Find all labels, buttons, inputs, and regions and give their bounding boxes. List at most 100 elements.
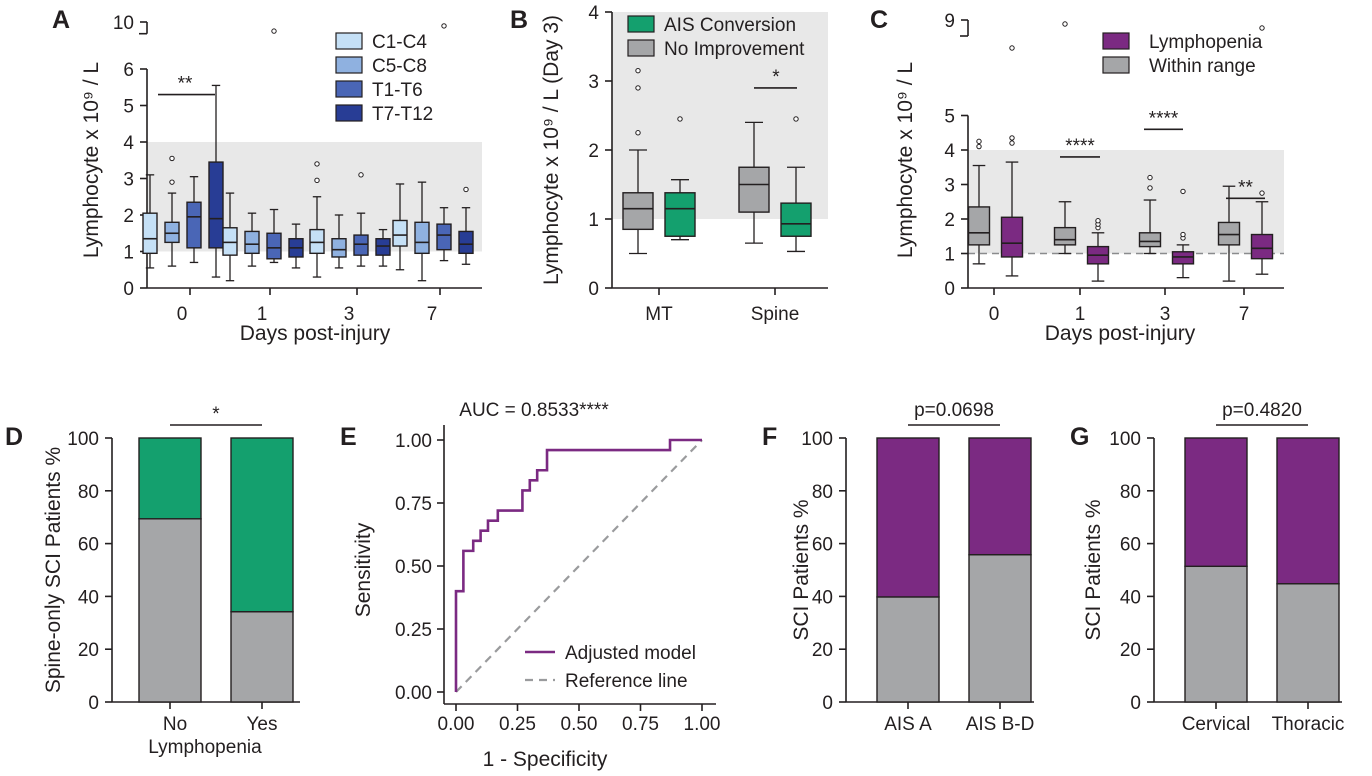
panel-a-significance-marker: ** <box>178 74 193 95</box>
panel-c-legend-label: Lymphopenia <box>1149 32 1263 53</box>
panel-c-box-Within range-day0-outlier-0 <box>976 143 982 150</box>
panel-c-x-tick-label: 7 <box>1239 304 1250 325</box>
panel-g-x-tick-label: Thoracic <box>1272 714 1345 735</box>
panel-a-box-C1-C4-day3-outlier-0 <box>314 177 320 184</box>
panel-a-box-T1-T6-day3-box <box>353 234 369 256</box>
panel-b-box-No Improvement-Spine-box <box>738 166 770 213</box>
panel-a-legend-swatch-T7-T12 <box>335 104 363 122</box>
panel-a-x-tick-label: 7 <box>427 304 438 325</box>
panel-d-bar-segment <box>230 611 294 703</box>
panel-f-x-tick-label: AIS B-D <box>966 714 1035 735</box>
panel-c-x-label: Days post-injury <box>1045 322 1196 345</box>
panel-a-box-C1-C4-day3-box <box>309 228 325 255</box>
panel-a-y-tick-label: 1 <box>123 243 134 264</box>
panel-a-legend-label: T7-T12 <box>372 104 433 125</box>
panel-c-x-tick-label: 3 <box>1160 304 1171 325</box>
panel-a-y-tick-label: 10 <box>113 13 134 34</box>
panel-e-x-tick-label: 0.50 <box>561 714 598 735</box>
panel-c-legend-swatch <box>1102 32 1130 50</box>
panel-c-significance-marker: **** <box>1065 136 1095 157</box>
panel-f-y-tick-label: 60 <box>812 535 833 556</box>
panel-f-bar-segment <box>968 437 1032 556</box>
panel-f-letter: F <box>762 423 777 451</box>
panel-f-y-tick-label: 100 <box>801 429 833 450</box>
panel-a-y-tick-label: 6 <box>123 60 134 81</box>
panel-c-x-tick-label: 0 <box>989 304 1000 325</box>
panel-a-box-C5-C8-day1-box <box>244 230 260 255</box>
panel-c-box-Within range-day3-outlier-0 <box>1147 185 1153 191</box>
panel-c-box-Within range-day7-box <box>1217 221 1241 246</box>
panel-f-pvalue: p=0.0698 <box>914 400 994 421</box>
panel-g-pvalue: p=0.4820 <box>1222 400 1302 421</box>
panel-d-y-tick-label: 40 <box>78 587 99 608</box>
panel-a-box-T7-T12-day7-outlier-0 <box>463 186 469 193</box>
panel-d-y-tick-label: 80 <box>78 482 99 503</box>
panel-a-box-C5-C8-day0-box <box>164 221 180 244</box>
panel-c-box-Lymphopenia-day0-outlier-0 <box>1009 140 1015 146</box>
panel-a-legend-swatch-C1-C4 <box>335 32 363 50</box>
panel-e-legend-label: Reference line <box>565 671 688 692</box>
panel-d-y-tick-label: 0 <box>88 693 99 714</box>
panel-d-significance-marker: * <box>212 404 220 425</box>
panel-e-x-tick-label: 0.25 <box>499 714 536 735</box>
panel-g-bar-segment <box>1276 437 1340 585</box>
panel-c-box-Lymphopenia-day1-outlier-2 <box>1095 218 1101 224</box>
panel-c-x-tick-label: 1 <box>1075 304 1086 325</box>
panel-e-x-label: 1 - Specificity <box>483 748 608 771</box>
panel-g-bar-segment <box>1276 583 1340 703</box>
panel-d-x-tick-label: No <box>163 714 187 735</box>
panel-b-box-AIS Conversion-MT-outlier-0 <box>677 116 683 122</box>
panel-b-y-tick-label: 3 <box>588 72 599 93</box>
panel-a-y-tick-label: 0 <box>123 279 134 300</box>
panel-a-box-C5-C8-day7-box <box>414 221 430 255</box>
panel-d-letter: D <box>5 423 23 451</box>
panel-f-y-label: SCI Patients % <box>790 499 813 640</box>
panel-c-y-tick-label: 0 <box>944 279 955 300</box>
panel-a-y-label: Lymphocyte x 10⁹ / L <box>80 62 103 258</box>
panel-a-x-tick-label: 1 <box>257 304 268 325</box>
panel-c-box-Lymphopenia-day7-outlier-1 <box>1259 25 1265 31</box>
panel-f-bar-segment <box>876 596 940 703</box>
panel-b-y-tick-label: 4 <box>588 3 599 24</box>
panel-a-legend-swatch-C5-C8 <box>335 56 363 74</box>
panel-a-box-T7-T12-day3-box <box>375 238 391 256</box>
panel-b-legend-swatch <box>627 39 655 57</box>
panel-e-x-tick-label: 0.75 <box>622 714 659 735</box>
panel-c-y-tick-label: 1 <box>944 245 955 266</box>
panel-b-legend-label: AIS Conversion <box>664 15 796 36</box>
panel-c-box-Within range-day1-outlier-0 <box>1062 21 1068 27</box>
panel-a-box-C1-C4-day0-box <box>142 212 158 255</box>
panel-a-box-C1-C4-day3-outlier-1 <box>314 161 320 167</box>
panel-d-x-tick-label: Yes <box>247 714 278 735</box>
panel-f-x-tick-label: AIS A <box>884 714 932 735</box>
panel-c-box-Within range-day0-outlier-1 <box>976 138 982 145</box>
panel-b-box-No Improvement-MT-outlier-0 <box>635 130 641 136</box>
panel-e-reference-line <box>455 439 703 693</box>
panel-a-box-C1-C4-day7-box <box>392 219 408 247</box>
panel-a-x-tick-label: 3 <box>344 304 355 325</box>
panel-d-y-tick-label: 60 <box>78 535 99 556</box>
panel-f-y-tick-label: 40 <box>812 587 833 608</box>
panel-a-x-label: Days post-injury <box>240 322 391 345</box>
panel-f-bar-segment <box>968 553 1032 703</box>
panel-a-legend-label: T1-T6 <box>372 80 423 101</box>
panel-b-y-label: Lymphocyte x 10⁹ / L (Day 3) <box>540 15 563 285</box>
panel-e-y-tick-label: 0.50 <box>395 557 432 578</box>
panel-a-box-C1-C4-day1-box <box>222 227 238 256</box>
panel-b-box-No Improvement-MT-outlier-2 <box>635 67 641 74</box>
panel-g-bar-segment <box>1184 437 1248 568</box>
panel-c-box-Lymphopenia-day3-outlier-2 <box>1180 188 1186 195</box>
panel-e-auc-label: AUC = 0.8533**** <box>459 400 609 421</box>
panel-a-box-T1-T6-day1-box <box>266 232 282 260</box>
panel-g-y-tick-label: 40 <box>1120 587 1141 608</box>
panel-b-y-tick-label: 2 <box>588 141 599 162</box>
panel-d-bar-segment <box>138 518 202 703</box>
panel-a-box-T1-T6-day3-outlier-0 <box>358 172 364 178</box>
panel-a-y-tick-label: 5 <box>123 97 134 118</box>
panel-c-legend-label: Within range <box>1149 56 1256 77</box>
panel-a-letter: A <box>52 6 70 34</box>
panel-c-y-tick-label: 9 <box>944 11 955 32</box>
panel-c-box-Lymphopenia-day7-box <box>1250 233 1274 260</box>
